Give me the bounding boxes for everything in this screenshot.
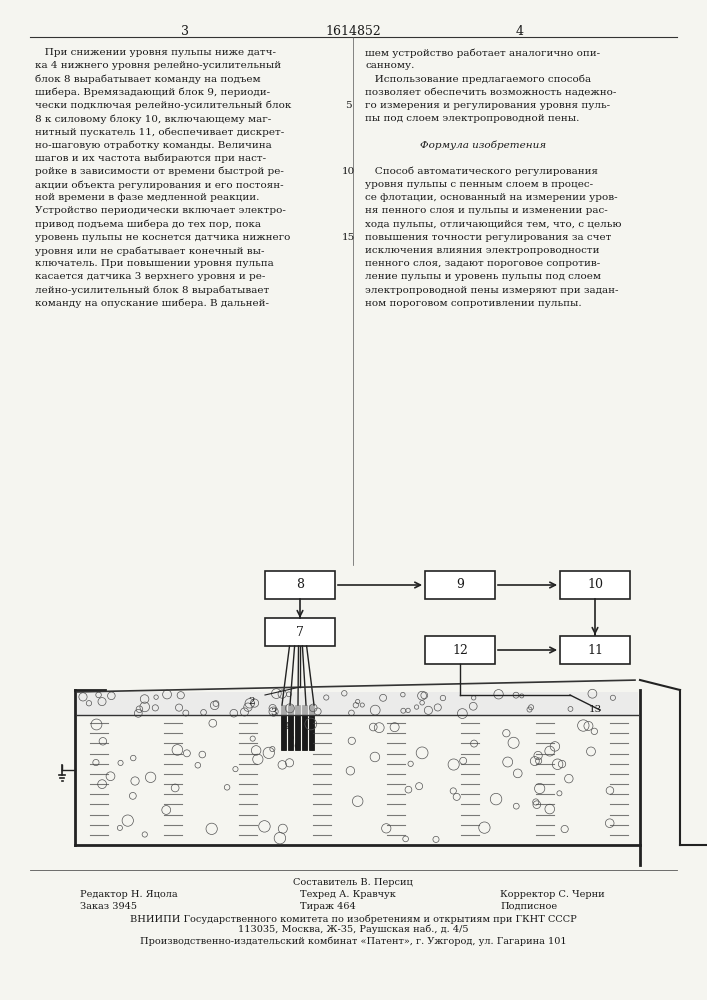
Text: уровня пульпы с пенным слоем в процес-: уровня пульпы с пенным слоем в процес- [365, 180, 593, 189]
Bar [288, 705, 293, 750]
Text: 11: 11 [587, 644, 603, 656]
Bar [308, 705, 313, 750]
Text: ключатель. При повышении уровня пульпа: ключатель. При повышении уровня пульпа [35, 259, 274, 268]
Text: ка 4 нижнего уровня релейно-усилительный: ка 4 нижнего уровня релейно-усилительный [35, 61, 281, 70]
Text: блок 8 вырабатывает команду на подъем: блок 8 вырабатывает команду на подъем [35, 74, 261, 84]
Text: ройке в зависимости от времени быстрой ре-: ройке в зависимости от времени быстрой р… [35, 167, 284, 176]
Text: Корректор С. Черни: Корректор С. Черни [500, 890, 604, 899]
Text: акции объекта регулирования и его постоян-: акции объекта регулирования и его постоя… [35, 180, 284, 190]
Text: 7: 7 [296, 626, 304, 639]
Text: 12: 12 [452, 644, 468, 656]
Text: нитный пускатель 11, обеспечивает дискрет-: нитный пускатель 11, обеспечивает дискре… [35, 127, 284, 137]
Text: ном пороговом сопротивлении пульпы.: ном пороговом сопротивлении пульпы. [365, 299, 582, 308]
Bar [301, 705, 307, 750]
Text: пы под слоем электропроводной пены.: пы под слоем электропроводной пены. [365, 114, 579, 123]
Text: 3: 3 [181, 25, 189, 38]
Text: уровень пульпы не коснется датчика нижнего: уровень пульпы не коснется датчика нижне… [35, 233, 291, 242]
Text: Тираж 464: Тираж 464 [300, 902, 356, 911]
Text: се флотации, основанный на измерении уров-: се флотации, основанный на измерении уро… [365, 193, 618, 202]
Text: касается датчика 3 верхнего уровня и ре-: касается датчика 3 верхнего уровня и ре- [35, 272, 265, 281]
Text: 8 к силовому блоку 10, включающему маг-: 8 к силовому блоку 10, включающему маг- [35, 114, 271, 123]
Text: санному.: санному. [365, 61, 414, 70]
Text: ВНИИПИ Государственного комитета по изобретениям и открытиям при ГКНТ СССР: ВНИИПИ Государственного комитета по изоб… [129, 914, 576, 924]
Text: 9: 9 [456, 578, 464, 591]
Text: шибера. Времязадающий блок 9, периоди-: шибера. Времязадающий блок 9, периоди- [35, 88, 270, 97]
Text: 5: 5 [286, 733, 293, 742]
Text: ня пенного слоя и пульпы и изменении рас-: ня пенного слоя и пульпы и изменении рас… [365, 206, 608, 215]
Bar [425, 571, 495, 599]
Text: Производственно-издательский комбинат «Патент», г. Ужгород, ул. Гагарина 101: Производственно-издательский комбинат «П… [140, 936, 566, 946]
Text: 113035, Москва, Ж-35, Раушская наб., д. 4/5: 113035, Москва, Ж-35, Раушская наб., д. … [238, 925, 468, 934]
Text: Техред А. Кравчук: Техред А. Кравчук [300, 890, 396, 899]
Text: пенного слоя, задают пороговое сопротив-: пенного слоя, задают пороговое сопротив- [365, 259, 600, 268]
Text: шагов и их частота выбираются при наст-: шагов и их частота выбираются при наст- [35, 154, 266, 163]
Text: 1614852: 1614852 [325, 25, 381, 38]
Text: команду на опускание шибера. В дальней-: команду на опускание шибера. В дальней- [35, 299, 269, 308]
Bar [265, 618, 335, 646]
Text: 4: 4 [284, 722, 291, 731]
Text: Формула изобретения: Формула изобретения [420, 140, 546, 150]
Text: электропроводной пены измеряют при задан-: электропроводной пены измеряют при задан… [365, 286, 619, 295]
Text: 13: 13 [588, 705, 602, 714]
Text: уровня или не срабатывает конечный вы-: уровня или не срабатывает конечный вы- [35, 246, 264, 255]
Bar [560, 571, 630, 599]
Text: Устройство периодически включает электро-: Устройство периодически включает электро… [35, 206, 286, 215]
Text: 4: 4 [516, 25, 524, 38]
Text: позволяет обеспечить возможность надежно-: позволяет обеспечить возможность надежно… [365, 88, 617, 97]
Text: го измерения и регулирования уровня пуль-: го измерения и регулирования уровня пуль… [365, 101, 610, 110]
Text: 10: 10 [587, 578, 603, 591]
Text: 10: 10 [341, 167, 355, 176]
Text: повышения точности регулирования за счет: повышения точности регулирования за счет [365, 233, 612, 242]
Text: Способ автоматического регулирования: Способ автоматического регулирования [365, 167, 598, 176]
Text: Редактор Н. Яцола: Редактор Н. Яцола [80, 890, 177, 899]
Text: но-шаговую отработку команды. Величина: но-шаговую отработку команды. Величина [35, 140, 271, 150]
Text: ление пульпы и уровень пульпы под слоем: ление пульпы и уровень пульпы под слоем [365, 272, 601, 281]
Text: При снижении уровня пульпы ниже датч-: При снижении уровня пульпы ниже датч- [35, 48, 276, 57]
Text: Заказ 3945: Заказ 3945 [80, 902, 137, 911]
Text: 5: 5 [345, 101, 351, 110]
Text: Составитель В. Персиц: Составитель В. Персиц [293, 878, 413, 887]
Text: 15: 15 [341, 233, 355, 242]
Bar [425, 636, 495, 664]
Text: 3: 3 [271, 708, 277, 717]
Bar [295, 705, 300, 750]
Text: шем устройство работает аналогично опи-: шем устройство работает аналогично опи- [365, 48, 600, 57]
Text: хода пульпы, отличающийся тем, что, с целью: хода пульпы, отличающийся тем, что, с це… [365, 220, 621, 229]
FancyBboxPatch shape [77, 692, 638, 715]
Text: Подписное: Подписное [500, 902, 557, 911]
Text: чески подключая релейно-усилительный блок: чески подключая релейно-усилительный бло… [35, 101, 291, 110]
Bar [281, 705, 286, 750]
Text: ной времени в фазе медленной реакции.: ной времени в фазе медленной реакции. [35, 193, 259, 202]
Text: исключения влияния электропроводности: исключения влияния электропроводности [365, 246, 600, 255]
Text: Использование предлагаемого способа: Использование предлагаемого способа [365, 74, 591, 84]
Text: 6: 6 [293, 742, 300, 751]
Text: 8: 8 [296, 578, 304, 591]
Bar [560, 636, 630, 664]
Text: привод подъема шибера до тех пор, пока: привод подъема шибера до тех пор, пока [35, 220, 261, 229]
Text: 2: 2 [249, 697, 255, 706]
Bar [265, 571, 335, 599]
Text: лейно-усилительный блок 8 вырабатывает: лейно-усилительный блок 8 вырабатывает [35, 286, 269, 295]
